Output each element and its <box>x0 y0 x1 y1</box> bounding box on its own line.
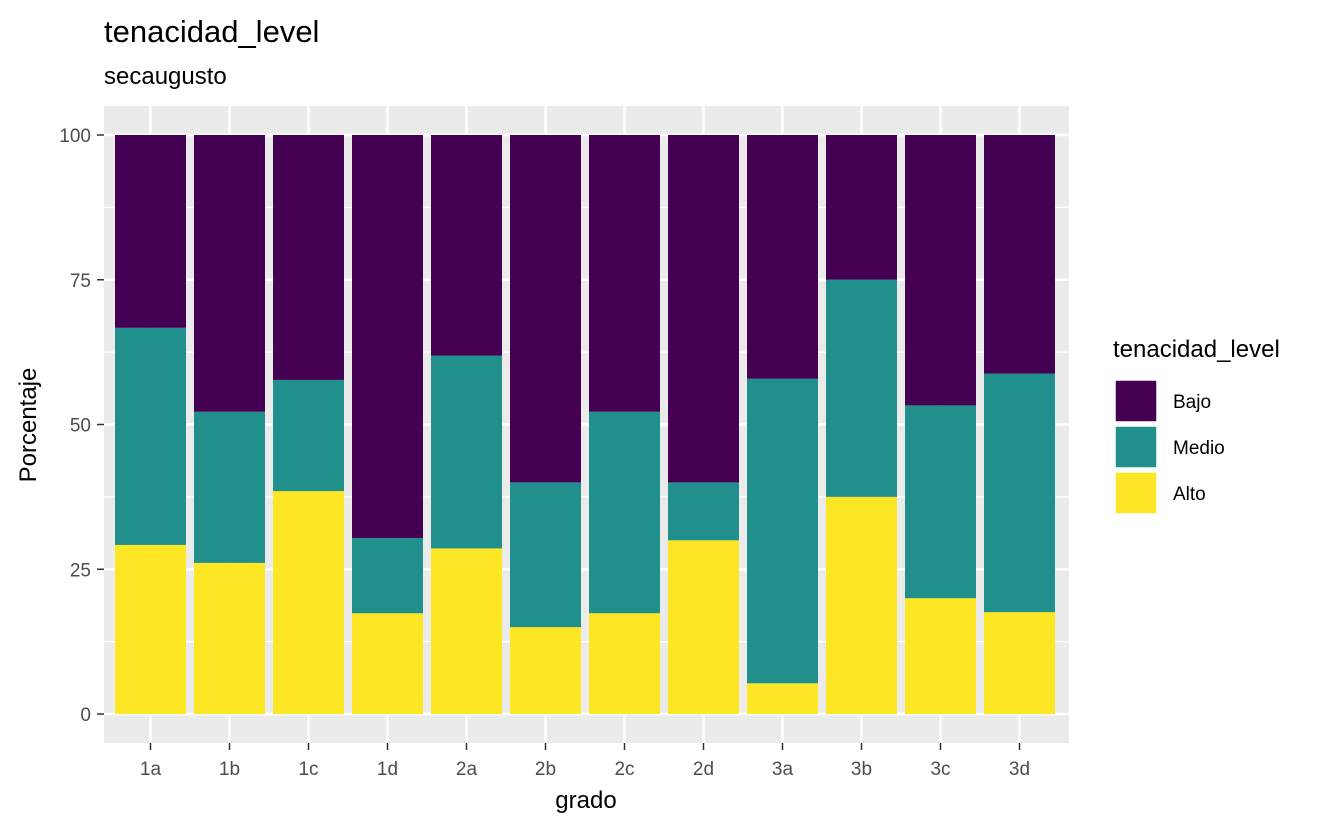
bar-1b-alto <box>194 562 265 714</box>
bar-1d-alto <box>352 613 423 714</box>
bar-2b-medio <box>510 482 581 628</box>
y-axis-title: Porcentaje <box>15 368 42 483</box>
x-tick-label: 1b <box>219 759 240 780</box>
bar-2d-bajo <box>668 135 739 483</box>
x-tick-label: 2c <box>614 759 634 780</box>
bar-3d-medio <box>984 373 1055 613</box>
bar-1a-alto <box>115 544 186 714</box>
bar-3a-medio <box>747 378 818 684</box>
bar-3d-alto <box>984 612 1055 714</box>
bar-1c-medio <box>273 379 344 492</box>
bar-3a-alto <box>747 683 818 714</box>
bar-2d-alto <box>668 540 739 714</box>
bar-2b-bajo <box>510 135 581 483</box>
bar-2a-bajo <box>431 135 502 356</box>
bar-3a-bajo <box>747 135 818 379</box>
bar-2c-alto <box>589 613 660 714</box>
bar-3c-bajo <box>905 135 976 406</box>
bar-2c-bajo <box>589 135 660 412</box>
bar-2a-alto <box>431 548 502 714</box>
bar-3c-alto <box>905 598 976 714</box>
x-tick-label: 3a <box>772 759 794 780</box>
bar-1a-bajo <box>115 135 186 328</box>
legend-title: tenacidad_level <box>1113 336 1280 363</box>
bar-2c-medio <box>589 411 660 614</box>
legend-key-alto <box>1114 471 1158 515</box>
bar-2b-alto <box>510 627 581 714</box>
x-tick-label: 1a <box>140 759 162 780</box>
chart-title: tenacidad_level <box>104 14 319 49</box>
x-tick-label: 3c <box>930 759 950 780</box>
x-axis-ticks: 1a 1b 1c 1d 2a 2b 2c 2d 3a 3b 3c 3d <box>140 743 1030 780</box>
x-tick-label: 1d <box>377 759 398 780</box>
bar-2a-medio <box>431 355 502 549</box>
bar-1a-medio <box>115 327 186 545</box>
y-tick-label: 75 <box>70 271 91 292</box>
y-tick-label: 0 <box>80 705 91 726</box>
x-tick-label: 1c <box>298 759 318 780</box>
legend-label-alto: Alto <box>1173 484 1206 505</box>
legend-label-medio: Medio <box>1173 438 1225 459</box>
x-axis-title: grado <box>555 787 616 814</box>
legend-key-bajo <box>1114 379 1158 423</box>
bars <box>115 135 1055 714</box>
y-axis-ticks: 0 25 50 75 100 <box>59 126 104 726</box>
x-tick-label: 3d <box>1009 759 1030 780</box>
x-tick-label: 2b <box>535 759 556 780</box>
legend-key-medio <box>1114 425 1158 469</box>
x-tick-label: 2a <box>456 759 478 780</box>
legend-items: Bajo Medio Alto <box>1114 379 1225 515</box>
legend: tenacidad_level Bajo Medio Alto <box>1113 336 1280 515</box>
bar-3b-alto <box>826 496 897 714</box>
x-tick-label: 3b <box>851 759 872 780</box>
bar-3c-medio <box>905 405 976 599</box>
bar-1c-bajo <box>273 135 344 380</box>
bar-1c-alto <box>273 491 344 714</box>
bar-1d-bajo <box>352 135 423 538</box>
bar-1b-bajo <box>194 135 265 412</box>
bar-1d-medio <box>352 537 423 614</box>
y-tick-label: 25 <box>70 560 91 581</box>
chart-subtitle: secaugusto <box>104 63 227 90</box>
bar-3b-bajo <box>826 135 897 280</box>
y-tick-label: 50 <box>70 416 91 437</box>
x-tick-label: 2d <box>693 759 714 780</box>
bar-2d-medio <box>668 482 739 541</box>
bar-3b-medio <box>826 279 897 497</box>
legend-label-bajo: Bajo <box>1173 392 1211 413</box>
bar-1b-medio <box>194 411 265 563</box>
y-tick-label: 100 <box>59 126 91 147</box>
bar-3d-bajo <box>984 135 1055 374</box>
